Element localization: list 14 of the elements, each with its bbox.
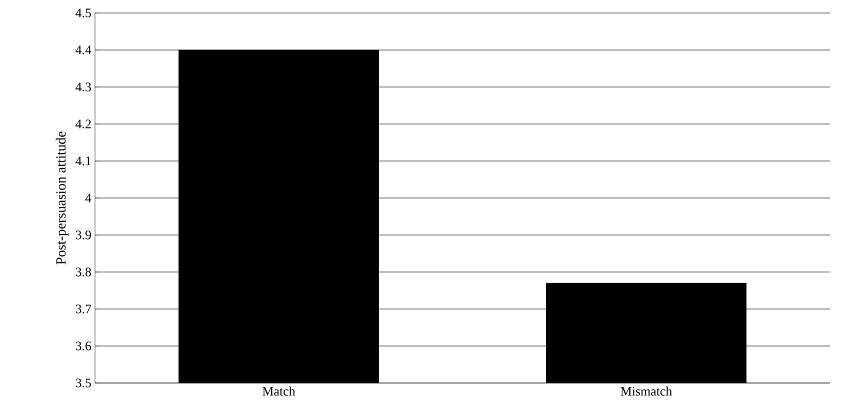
x-tick-label: Match	[262, 386, 296, 396]
y-tick-label: 3.5	[76, 378, 91, 388]
y-tick-label: 4.2	[76, 120, 91, 128]
y-tick-label: 4.3	[76, 82, 91, 92]
y-tick-label: 4.1	[76, 156, 91, 166]
y-tick-label: 3.6	[76, 342, 92, 350]
y-tick-label: 3.8	[76, 268, 91, 276]
y-tick-label: 4	[85, 194, 92, 202]
y-tick-label: 4.5	[76, 8, 91, 18]
y-tick-label: 3.7	[76, 304, 92, 314]
x-tick-label: Mismatch	[620, 386, 672, 396]
y-tick-label: 3.9	[76, 230, 91, 240]
y-axis-title: Post-persuasion attitude	[56, 132, 68, 264]
y-tick-label: 4.4	[76, 46, 92, 54]
